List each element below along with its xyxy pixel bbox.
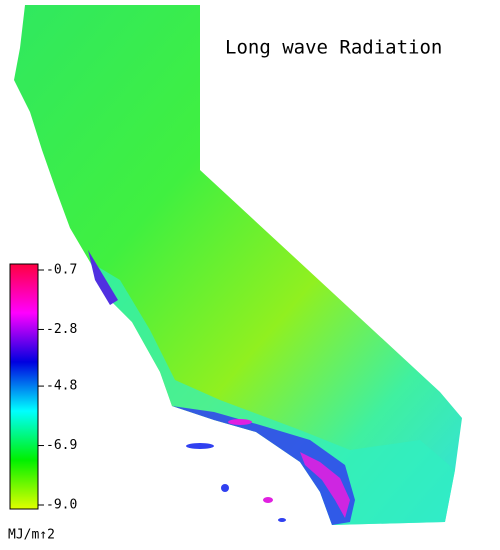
colorbar-label: MJ/m↑2: [8, 528, 55, 543]
colorbar-tick-label: -9.0: [46, 498, 77, 513]
island: [186, 443, 214, 449]
coast-cyan: [90, 262, 455, 525]
colorbar-tick-label: -2.8: [46, 322, 77, 337]
island: [221, 484, 229, 492]
colorbar-tick-label: -6.9: [46, 438, 77, 453]
colorbar-tick-label: -4.8: [46, 379, 77, 394]
colorbar: [9, 263, 39, 510]
land: [14, 5, 462, 525]
island: [263, 497, 273, 503]
island: [278, 518, 286, 522]
island: [228, 419, 252, 425]
california: [14, 5, 462, 525]
coast-magenta: [300, 452, 350, 518]
bay-area: [88, 250, 118, 305]
colorbar-tick-label: -0.7: [46, 263, 77, 278]
map-title: Long wave Radiation: [225, 37, 442, 59]
